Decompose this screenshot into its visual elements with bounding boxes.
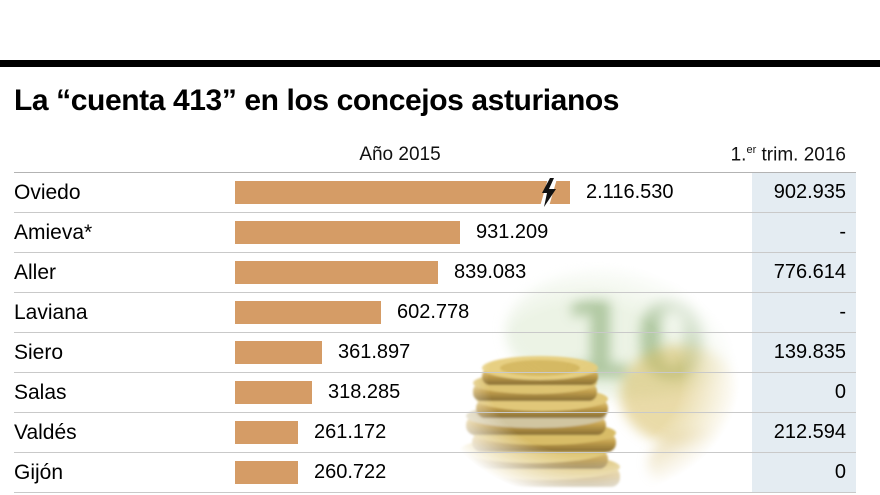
value-2016: 902.935 [773, 181, 846, 203]
blurred-coin [620, 345, 744, 445]
q1-2016-column-band [752, 293, 856, 332]
q1-2016-column-band [752, 453, 856, 492]
table-row: Aller 839.083 776.614 [14, 253, 856, 293]
header-divider [14, 172, 856, 173]
municipality-label: Oviedo [14, 181, 81, 204]
value-2016: 139.835 [773, 341, 846, 363]
lightning-bolt-icon [542, 178, 556, 207]
q1-2016-column-band [752, 373, 856, 412]
value-2015: 318.285 [328, 381, 401, 403]
table-row: Valdés 261.172 212.594 [14, 413, 856, 453]
value-bar [235, 261, 438, 284]
hdr-2016-rest: trim. 2016 [756, 144, 847, 166]
value-2015: 2.116.530 [586, 181, 674, 203]
value-bar [235, 221, 460, 244]
q1-2016-column-band [752, 333, 856, 372]
bar-break-icon [538, 178, 560, 207]
table-row: Oviedo 2.116.530 902.935 [14, 173, 856, 213]
value-2015: 261.172 [314, 421, 387, 443]
q1-2016-column-band [752, 173, 856, 212]
value-2015: 931.209 [476, 221, 549, 243]
q1-2016-column-band [752, 253, 856, 292]
table-row: Laviana 602.778 - [14, 293, 856, 333]
table-row: Gijón 260.722 0 [14, 453, 856, 493]
blurred-coin [649, 430, 759, 495]
municipality-label: Valdés [14, 421, 77, 444]
value-2016: - [839, 301, 846, 323]
column-header-2016: 1.er trim. 2016 [731, 144, 846, 166]
hdr-2016-prefix: 1. [730, 144, 747, 166]
value-bar [235, 301, 381, 324]
table-row: Siero 361.897 139.835 [14, 333, 856, 373]
value-bar [235, 381, 312, 404]
value-2016: - [839, 221, 846, 243]
coin-stack [460, 356, 620, 487]
municipality-label: Salas [14, 381, 67, 404]
municipality-label: Gijón [14, 461, 64, 484]
q1-2016-column-band [752, 213, 856, 252]
municipality-label: Siero [14, 341, 64, 364]
value-2015: 602.778 [397, 301, 470, 323]
value-2016: 212.594 [773, 421, 846, 443]
value-2016: 0 [834, 381, 846, 403]
column-header-2015: Año 2015 [359, 144, 441, 165]
table-row: Salas 318.285 0 [14, 373, 856, 413]
value-2015: 361.897 [338, 341, 411, 363]
value-2015: 260.722 [314, 461, 387, 483]
value-bar [235, 341, 322, 364]
value-2015: 839.083 [454, 261, 527, 283]
municipality-label: Amieva* [14, 221, 93, 244]
hdr-2016-sup: er [746, 144, 757, 156]
value-bar [235, 461, 298, 484]
q1-2016-column-band [752, 413, 856, 452]
coins-photo: 10 [430, 260, 759, 495]
top-rule [0, 60, 880, 67]
municipality-label: Laviana [14, 301, 88, 324]
value-bar [235, 181, 570, 204]
value-2016: 0 [834, 461, 846, 483]
rows: Oviedo 2.116.530 902.935 Amieva* 931.209… [14, 173, 856, 493]
coins-illustration: 10 [460, 262, 759, 495]
value-2016: 776.614 [773, 261, 846, 283]
municipality-label: Aller [14, 261, 57, 284]
page-title: La “cuenta 413” en los concejos asturian… [14, 84, 620, 117]
table-row: Amieva* 931.209 - [14, 213, 856, 253]
value-bar [235, 421, 298, 444]
